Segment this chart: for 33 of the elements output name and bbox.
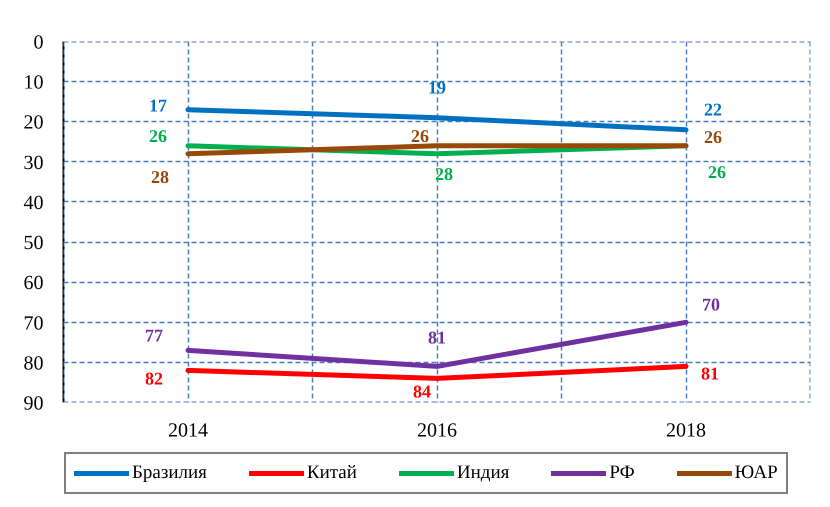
- data-label: 17: [149, 96, 167, 116]
- data-label: 26: [704, 126, 722, 147]
- x-tick-label: 2016: [417, 420, 457, 442]
- y-tick-label: 30: [24, 152, 44, 174]
- y-tick-label: 90: [24, 392, 44, 414]
- legend-label: ЮАР: [734, 462, 778, 484]
- data-label: 22: [704, 100, 722, 120]
- x-tick-label: 2018: [666, 420, 706, 442]
- data-label: 26: [411, 126, 429, 146]
- data-label: 28: [435, 164, 453, 184]
- legend-label: РФ: [609, 462, 635, 484]
- data-label: 82: [145, 368, 163, 388]
- x-tick-label: 2014: [168, 420, 208, 442]
- data-label: 81: [701, 363, 719, 384]
- data-label: 70: [702, 294, 720, 314]
- legend-label: Индия: [456, 462, 510, 484]
- data-label: 77: [145, 325, 163, 346]
- y-tick-label: 80: [24, 352, 44, 374]
- data-label: 81: [428, 327, 446, 348]
- y-tick-label: 10: [24, 72, 44, 94]
- y-tick-label: 70: [24, 312, 44, 334]
- y-tick-label: 0: [34, 32, 44, 54]
- data-label: 19: [428, 78, 446, 98]
- data-label: 28: [151, 166, 169, 187]
- y-tick-label: 50: [24, 232, 44, 254]
- data-label: 26: [708, 162, 726, 182]
- y-tick-label: 60: [24, 272, 44, 294]
- y-tick-label: 20: [24, 112, 44, 134]
- legend-label: Китай: [306, 462, 357, 484]
- y-tick-label: 40: [24, 192, 44, 214]
- legend-label: Бразилия: [132, 462, 207, 484]
- data-label: 84: [413, 381, 431, 402]
- data-label: 26: [149, 126, 167, 146]
